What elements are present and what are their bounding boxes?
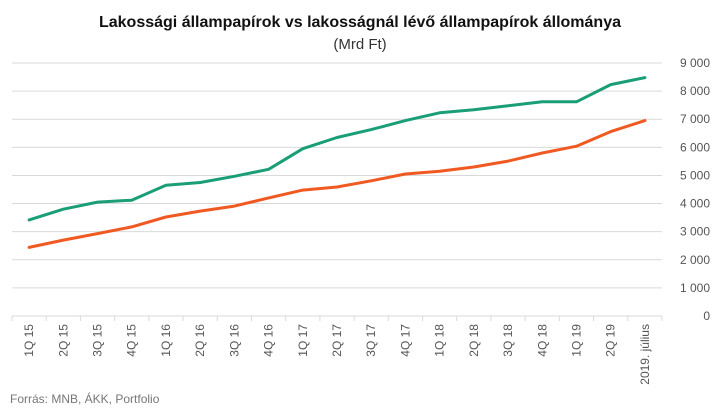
chart-subtitle: (Mrd Ft) <box>333 36 387 53</box>
y-tick-label: 2 000 <box>680 253 710 267</box>
x-tick-label: 1Q 17 <box>296 324 310 357</box>
x-tick-label: 2Q 18 <box>467 324 481 357</box>
source-note: Forrás: MNB, ÁKK, Portfolio <box>10 392 160 406</box>
x-tick-label: 3Q 16 <box>227 324 241 357</box>
chart-title: Lakossági állampapírok vs lakosságnál lé… <box>98 14 621 31</box>
x-tick-label: 3Q 18 <box>501 324 515 357</box>
x-tick-label: 1Q 18 <box>433 324 447 357</box>
y-tick-label: 5 000 <box>680 168 710 182</box>
x-tick-label: 2019. július <box>638 324 652 385</box>
y-tick-label: 9 000 <box>680 56 710 70</box>
x-tick-label: 4Q 16 <box>262 324 276 357</box>
x-tick-label: 1Q 19 <box>569 324 583 357</box>
x-tick-label: 4Q 15 <box>125 324 139 357</box>
x-tick-label: 3Q 15 <box>91 324 105 357</box>
x-tick-label: 2Q 15 <box>56 324 70 357</box>
x-tick-label: 4Q 18 <box>535 324 549 357</box>
x-tick-label: 2Q 19 <box>604 324 618 357</box>
x-tick-label: 4Q 17 <box>398 324 412 357</box>
y-tick-label: 0 <box>703 309 710 323</box>
x-tick-label: 1Q 16 <box>159 324 173 357</box>
y-tick-label: 6 000 <box>680 140 710 154</box>
y-tick-label: 1 000 <box>680 281 710 295</box>
y-tick-label: 8 000 <box>680 84 710 98</box>
x-tick-label: 3Q 17 <box>364 324 378 357</box>
y-tick-label: 4 000 <box>680 197 710 211</box>
x-tick-label: 2Q 16 <box>193 324 207 357</box>
y-tick-label: 7 000 <box>680 112 710 126</box>
series-line-2 <box>27 119 647 249</box>
series-line-1 <box>27 76 647 222</box>
x-tick-label: 2Q 17 <box>330 324 344 357</box>
y-tick-label: 3 000 <box>680 225 710 239</box>
x-tick-label: 1Q 15 <box>22 324 36 357</box>
